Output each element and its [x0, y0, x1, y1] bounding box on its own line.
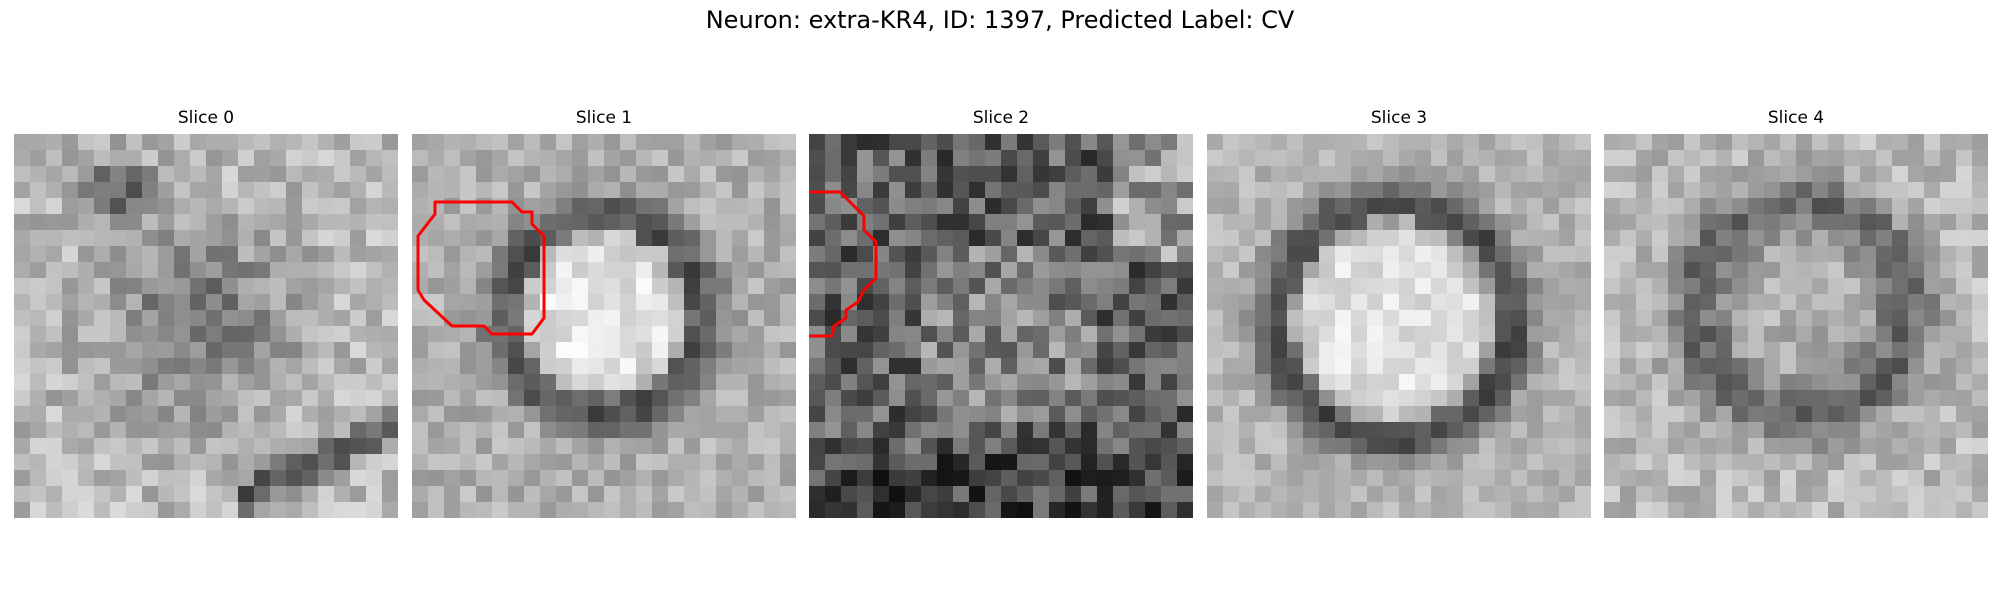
panel-slice-4: Slice 4 [1604, 108, 1988, 523]
panel-title: Slice 0 [177, 108, 235, 128]
panel-slice-2: Slice 2 [809, 108, 1193, 523]
microscopy-image [1207, 134, 1591, 518]
microscopy-image [1604, 134, 1988, 518]
slice-image-pixels [809, 134, 1193, 518]
slice-image-pixels [14, 134, 398, 518]
panel-slice-0: Slice 0 [14, 108, 398, 523]
figure-title: Neuron: extra-KR4, ID: 1397, Predicted L… [705, 6, 1295, 34]
segmentation-contour [416, 200, 546, 336]
segmentation-contour [809, 190, 878, 338]
slice-image-pixels [1207, 134, 1591, 518]
microscopy-image [412, 134, 796, 518]
panel-slice-3: Slice 3 [1207, 108, 1591, 523]
panel-title: Slice 1 [575, 108, 633, 128]
slice-image-pixels [1604, 134, 1988, 518]
microscopy-image [809, 134, 1193, 518]
panel-title: Slice 4 [1767, 108, 1825, 128]
panel-title: Slice 2 [972, 108, 1030, 128]
slice-image-pixels [412, 134, 796, 518]
panel-slice-1: Slice 1 [412, 108, 796, 523]
microscopy-image [14, 134, 398, 518]
panel-title: Slice 3 [1370, 108, 1428, 128]
